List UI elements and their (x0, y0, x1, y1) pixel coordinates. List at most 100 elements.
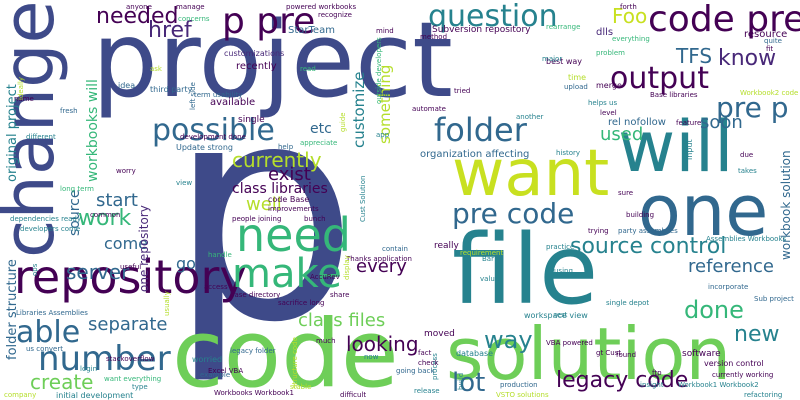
word: share (330, 291, 350, 299)
word: level (600, 109, 617, 117)
word: ideally (17, 76, 25, 100)
word: will (618, 106, 734, 188)
word: appreciate (300, 139, 338, 147)
word: VBA powered (546, 339, 593, 347)
word: contain (382, 245, 408, 253)
word: different (26, 133, 56, 141)
word: insight (640, 381, 664, 389)
word: read (300, 65, 316, 73)
word: software (682, 349, 721, 359)
word: developers come (20, 225, 81, 233)
word: server (66, 260, 130, 284)
word: lot (452, 368, 486, 398)
word: organization affecting (420, 149, 530, 160)
word: release (414, 387, 440, 395)
word: Sub project (754, 295, 794, 303)
word: merge (596, 81, 622, 90)
word: Subversion repository (432, 25, 531, 35)
word: able (16, 315, 81, 350)
word: dlls (596, 27, 614, 38)
word: feature (676, 119, 702, 127)
word: due (740, 151, 754, 159)
word: third party (150, 85, 193, 94)
word: workbook solution (779, 150, 793, 260)
word: pre p (716, 91, 789, 124)
word: come (104, 234, 149, 253)
word: rest (554, 311, 568, 319)
word: workspace view (524, 311, 588, 320)
word: code Base (268, 195, 310, 204)
word: upload (564, 83, 588, 91)
word: rel nofollow (608, 117, 666, 128)
word: development done (180, 133, 246, 141)
word: everything (612, 35, 650, 43)
word: p (168, 39, 358, 388)
word: Workbook1 Workbook2 (678, 381, 759, 389)
word: view (176, 179, 193, 187)
word: way (484, 326, 533, 354)
word: legacy folder (230, 347, 276, 355)
word: people joining (232, 215, 282, 223)
word: helps us (588, 99, 618, 107)
word: type (132, 383, 148, 391)
word: separate (88, 314, 168, 335)
word: term usability (194, 91, 243, 99)
word: Bar (482, 255, 494, 263)
word: initial development (56, 391, 134, 400)
word: history (556, 149, 581, 157)
word: Assemblies Workbooks (706, 235, 787, 243)
word: reference (688, 256, 774, 277)
word: help (278, 143, 294, 151)
word: stackoverflow (106, 355, 155, 363)
word: question (428, 0, 558, 34)
word: customizations (224, 49, 285, 58)
word: create (30, 370, 94, 394)
word: Update strong (176, 143, 233, 152)
word: improvements (268, 205, 319, 213)
word: input (685, 139, 694, 160)
word: Workbook2 code (740, 89, 799, 97)
word: long term (60, 185, 94, 193)
word: anyone (126, 3, 152, 11)
word: AccuRev (310, 273, 340, 281)
word: work (78, 206, 132, 231)
word: trying (588, 227, 609, 235)
word: usually (163, 291, 171, 316)
word: display (343, 255, 351, 280)
word: login (80, 365, 98, 373)
word: dependencies ready (10, 215, 82, 223)
word: every (356, 256, 407, 277)
word: know (718, 46, 777, 71)
word: quite (764, 37, 782, 45)
word: repository (14, 250, 247, 304)
word: fit (766, 45, 774, 53)
word: building (626, 211, 655, 219)
word: number (38, 339, 171, 379)
word: Base libraries (650, 91, 698, 99)
word: sure (618, 189, 634, 197)
word: recently (236, 61, 277, 72)
word: mind (376, 27, 394, 35)
word: single (238, 115, 265, 125)
word: fact (418, 349, 432, 357)
word: new (734, 322, 780, 347)
word: time (568, 73, 587, 82)
word: Excel VBA (208, 367, 244, 375)
word: used (600, 124, 644, 145)
word: sacrifice long (278, 299, 325, 307)
word: best way (546, 57, 583, 66)
word: us convert (26, 345, 63, 353)
word: tried (454, 87, 471, 95)
word: value (480, 275, 500, 283)
word: incorporate (708, 283, 749, 291)
word: guide (339, 112, 347, 132)
word: company (4, 391, 37, 399)
word: currently (232, 148, 322, 172)
word: ops (31, 263, 39, 276)
word: refactoring (744, 391, 783, 399)
word: need (236, 208, 351, 262)
word: database (456, 349, 494, 358)
word: available (210, 97, 256, 108)
word: access (204, 283, 228, 291)
